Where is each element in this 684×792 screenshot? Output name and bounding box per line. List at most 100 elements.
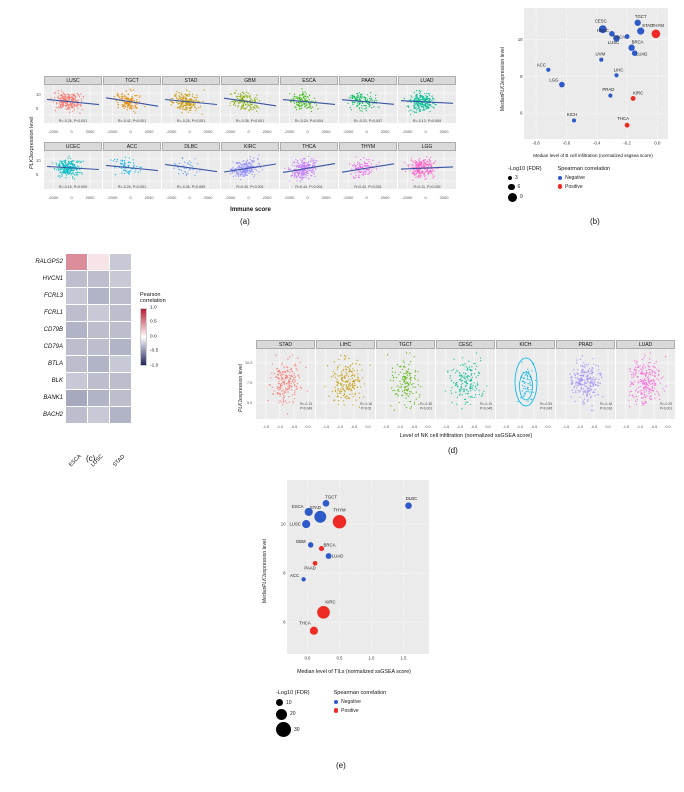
y-label-gene: PLK1 (238, 399, 244, 413)
facet-plot-lgg: R=0.11, P=0.035 (398, 151, 456, 189)
facet-x-ticks: -2000 0 2000 (103, 128, 161, 134)
bubble-lgg (559, 81, 565, 88)
svg-text:P<0.001: P<0.001 (660, 407, 673, 411)
y-label-post: expression level (238, 363, 244, 400)
heatmap-cell-bank1-stad (110, 390, 131, 406)
points-layer (289, 88, 319, 113)
bubble-prad (608, 93, 613, 98)
facet-stad: STAD R=-0.13 P=0.049 -1.5 -1.0 -0.5 0.0 (256, 340, 315, 430)
heatmap-cell-blk-lusc (88, 373, 109, 389)
facet-plot-lusc: R=-0.26, P<0.001 (44, 85, 102, 123)
bubble-label-lgg: LGG (549, 78, 559, 83)
bubble-paad (312, 560, 318, 566)
bubble-label-acc: ACC (290, 573, 299, 578)
svg-text:R=-0.19: R=-0.19 (480, 402, 492, 406)
size-dot-large (508, 192, 517, 202)
bubble-cesc (598, 25, 607, 34)
heatmap-row-fcrl1: FCRL1 (28, 305, 132, 321)
size-legend-title: -Log10 (FDR) (276, 690, 310, 696)
gene-label-blk: BLK (51, 378, 63, 384)
x-tick: 0 (129, 194, 132, 200)
size-dot-small (508, 176, 512, 180)
bubble-label-kirc: KIRC (633, 90, 643, 95)
positive-label: Positive (341, 707, 359, 714)
svg-text:10: 10 (518, 37, 523, 42)
bubble-label-paad: PAAD (304, 565, 315, 570)
points-layer (267, 354, 308, 415)
correlation-legend-item: Positive (333, 707, 387, 714)
positive-label: Positive (565, 183, 583, 190)
x-tick: 2000 (321, 128, 331, 134)
correlation-annotation: R=0.40, P<0.001 (236, 185, 263, 189)
facet-ucec: UCEC R=-0.15, P=0.009 -2000 0 2000 (44, 142, 102, 200)
gene-label-cd79a: CD79A (43, 344, 63, 350)
heatmap-cell-fcrl1-esca (66, 305, 87, 321)
x-tick: -1.5 (262, 424, 270, 429)
x-tick: -1.5 (442, 424, 450, 429)
positive-dot (333, 708, 339, 713)
points-layer (628, 352, 667, 408)
svg-text:-0.4: -0.4 (593, 141, 601, 146)
size-label: 3 (515, 175, 518, 181)
heatmap-cell-btla-lusc (88, 356, 109, 372)
heatmap-cell-cd79a-lusc (88, 339, 109, 355)
y-label-gene: PLK1 (29, 155, 35, 170)
bubble-label-thym: THYM (652, 23, 665, 28)
bubble-dlbc (405, 502, 412, 509)
facet-plot-luad: R=-0.29P<0.001 (616, 349, 675, 419)
grid-lines (103, 85, 161, 123)
heatmap-cell-btla-esca (66, 356, 87, 372)
x-tick: -1.0 (456, 424, 464, 429)
y-label-post: expression level (262, 538, 268, 575)
panel-a-y-tick: 10 (36, 158, 41, 163)
x-tick: 0.0 (365, 424, 371, 429)
x-tick: -2000 (48, 128, 59, 134)
x-tick: -2000 (402, 128, 413, 134)
facet-plot-stad: R=-0.25, P<0.001 (162, 85, 220, 123)
points-layer (402, 89, 437, 116)
facet-thym: THYM R=0.42, P<0.001 -2000 0 2000 (339, 142, 397, 200)
fit-line (164, 163, 218, 173)
svg-text:-0.8: -0.8 (532, 141, 540, 146)
facet-x-ticks: -1.5 -1.0 -0.5 0.0 (616, 424, 675, 430)
correlation-legend-item: Negative (557, 175, 611, 181)
svg-text:R=-0.29: R=-0.29 (660, 402, 672, 406)
heatmap-col-label-esca: ESCA (68, 453, 83, 469)
facet-title-prad: PRAD (556, 340, 615, 349)
heatmap-cell-btla-stad (110, 356, 131, 372)
facet-plot-lihc: R=-0.16P=0.02 (316, 349, 375, 419)
x-tick: -2000 (166, 128, 177, 134)
svg-text:-0.2: -0.2 (623, 141, 631, 146)
x-tick: 0 (188, 128, 191, 134)
panel-b-correlation-legend: Spearman correlation Negative Positive (557, 166, 611, 204)
heatmap-cell-fcrl3-esca (66, 288, 87, 304)
negative-label: Negative (565, 175, 585, 181)
x-tick: -0.5 (470, 424, 478, 429)
facet-title-paad: PAAD (339, 76, 397, 85)
size-legend-item: 3 (508, 175, 542, 181)
heatmap-row-ralgps2: RALGPS2 (28, 254, 132, 270)
correlation-annotation: R=-0.19P=0.045 (480, 402, 493, 411)
svg-text:P=0.016: P=0.016 (600, 407, 613, 411)
heatmap-cell-bach2-lusc (88, 407, 109, 423)
y-label-post: expression level (500, 46, 506, 83)
x-tick: -0.5 (530, 424, 538, 429)
facet-luad: LUAD R=-0.13, P=0.009 -2000 0 2000 (398, 76, 456, 134)
facet-stad: STAD R=-0.25, P<0.001 -2000 0 2000 (162, 76, 220, 134)
x-tick: 0.0 (485, 424, 491, 429)
points-layer (348, 156, 380, 179)
correlation-annotation: R=-0.29P<0.001 (660, 402, 673, 411)
y-label-gene: PLK1 (500, 82, 506, 95)
facet-title-thca: THCA (280, 142, 338, 151)
points-layer (386, 352, 422, 411)
points-layer (110, 156, 142, 176)
facet-plot-tgct: R=-0.42, P<0.001 (103, 85, 161, 123)
x-tick: -0.5 (650, 424, 658, 429)
facet-plot-thym: R=0.42, P<0.001 (339, 151, 397, 189)
bubble-tgct (634, 19, 641, 26)
facet-plot-dlbc: R=-0.36, P=0.069 (162, 151, 220, 189)
panel-d-nk-cell-scatter-grid: PLK1 expression level 10.0 7.5 5.0 STAD R… (236, 340, 684, 452)
panel-e-x-axis-label: Median level of TILs (normalized ssGSEA … (297, 669, 411, 675)
panel-b-bcell-bubble-plot: Median PLK1 expression level -0.8 -0.6 -0.… (500, 4, 684, 166)
grid-lines (436, 349, 495, 419)
